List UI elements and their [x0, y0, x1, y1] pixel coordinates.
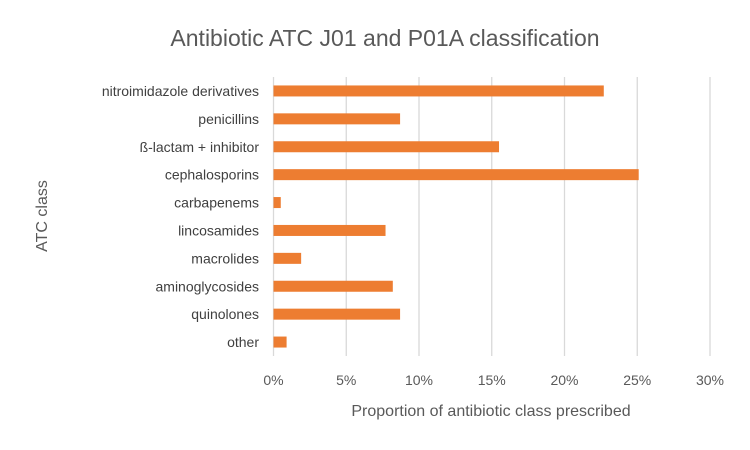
x-tick-label: 25%: [623, 372, 651, 388]
category-label: nitroimidazole derivatives: [102, 83, 259, 99]
chart-title: Antibiotic ATC J01 and P01A classificati…: [170, 25, 599, 51]
category-label: carbapenems: [174, 195, 259, 211]
bar: [273, 85, 604, 97]
category-label: macrolides: [191, 250, 259, 266]
x-tick-label: 0%: [263, 372, 283, 388]
category-label: penicillins: [198, 111, 259, 127]
category-label: other: [227, 334, 259, 350]
x-tick-label: 15%: [478, 372, 506, 388]
bar: [273, 252, 302, 264]
x-axis-label: Proportion of antibiotic class prescribe…: [351, 403, 630, 420]
bar: [273, 169, 639, 181]
bar: [273, 308, 401, 320]
bar: [273, 113, 401, 125]
x-tick-label: 10%: [405, 372, 433, 388]
y-axis-label: ATC class: [34, 180, 51, 252]
category-label: lincosamides: [178, 222, 259, 238]
bar: [273, 336, 287, 348]
category-label: quinolones: [191, 306, 259, 322]
category-label: aminoglycosides: [156, 278, 260, 294]
category-label: cephalosporins: [165, 167, 259, 183]
bar: [273, 224, 386, 236]
bar: [273, 141, 500, 153]
bar: [273, 280, 393, 292]
x-tick-label: 5%: [336, 372, 356, 388]
x-tick-label: 20%: [550, 372, 578, 388]
category-label: ß-lactam + inhibitor: [140, 139, 260, 155]
x-tick-label: 30%: [696, 372, 724, 388]
bar: [273, 197, 281, 209]
